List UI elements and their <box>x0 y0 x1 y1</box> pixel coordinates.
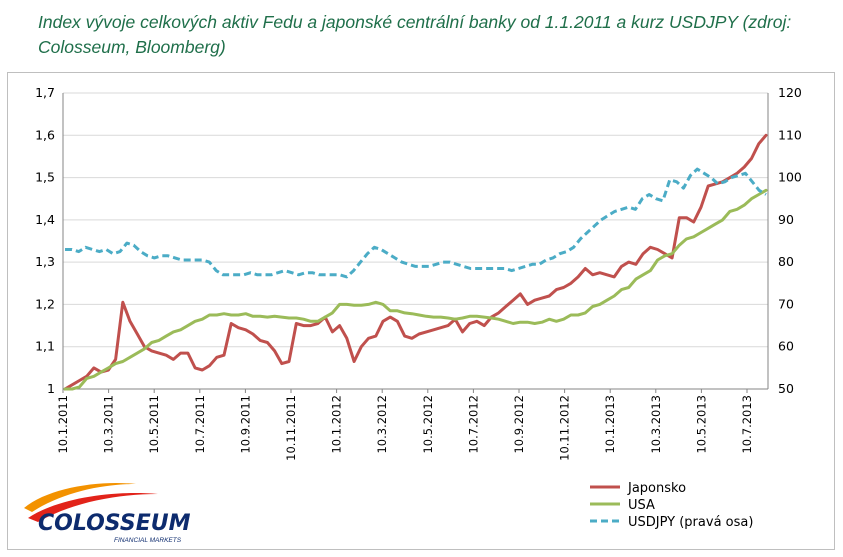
chart-frame: 1 1,1 1,2 1,3 1,4 1,5 1,6 1,7 50 60 70 80 90 100 110 1… <box>7 72 835 550</box>
x-tick-label: 10.11.2012 <box>558 395 572 461</box>
right-axis-ticks: 50 60 70 80 90 100 110 120 <box>778 85 802 396</box>
y-left-tick-label: 1,3 <box>35 254 55 269</box>
gridlines <box>62 92 769 390</box>
x-tick-label: 10.5.2012 <box>421 395 435 454</box>
logo-swoosh-red <box>28 493 158 522</box>
y-right-tick-label: 100 <box>778 170 802 185</box>
legend: Japonsko USA USDJPY (pravá osa) <box>590 481 753 530</box>
y-right-tick-label: 50 <box>778 381 794 396</box>
x-axis: 10.1.2011 10.3.2011 10.5.2011 10.7.2011 10.9… <box>56 389 754 461</box>
x-tick-label: 10.1.2011 <box>56 395 70 454</box>
legend-label: USA <box>628 498 655 513</box>
x-tick-label: 10.9.2012 <box>512 395 526 454</box>
line-chart: 1 1,1 1,2 1,3 1,4 1,5 1,6 1,7 50 60 70 80 90 100 110 1… <box>35 85 802 530</box>
y-right-tick-label: 60 <box>778 339 794 354</box>
colosseum-logo: COLOSSEUM FINANCIAL MARKETS <box>24 483 191 544</box>
y-left-tick-label: 1 <box>47 381 55 396</box>
x-tick-label: 10.3.2012 <box>375 395 389 454</box>
x-tick-label: 10.7.2012 <box>466 395 480 454</box>
x-tick-label: 10.1.2012 <box>330 395 344 454</box>
logo-swoosh-orange <box>24 483 136 512</box>
series-line-japonsko <box>63 133 768 391</box>
y-left-tick-label: 1,2 <box>35 296 55 311</box>
x-tick-label: 10.3.2013 <box>649 395 663 454</box>
x-tick-label: 10.7.2013 <box>740 395 754 454</box>
y-left-tick-label: 1,5 <box>35 170 55 185</box>
x-tick-label: 10.1.2013 <box>603 395 617 454</box>
logo-wordmark: COLOSSEUM <box>38 511 191 536</box>
series-line-usa <box>63 188 768 391</box>
y-left-tick-label: 1,4 <box>35 212 55 227</box>
y-right-tick-label: 110 <box>778 127 802 142</box>
x-tick-label: 10.3.2011 <box>102 395 116 454</box>
series-lines <box>63 133 768 391</box>
y-right-tick-label: 80 <box>778 254 794 269</box>
x-tick-label: 10.7.2011 <box>193 395 207 454</box>
y-left-tick-label: 1,1 <box>35 339 55 354</box>
series-line-usdjpy <box>65 167 767 279</box>
logo-tagline: FINANCIAL MARKETS <box>114 537 182 544</box>
legend-label: USDJPY (pravá osa) <box>628 515 753 530</box>
legend-label: Japonsko <box>627 481 686 496</box>
x-tick-label: 10.11.2011 <box>284 395 298 461</box>
left-axis-ticks: 1 1,1 1,2 1,3 1,4 1,5 1,6 1,7 <box>35 85 55 396</box>
page-title: Index vývoje celkových aktiv Fedu a japo… <box>38 12 792 57</box>
y-right-tick-label: 70 <box>778 296 794 311</box>
x-tick-label: 10.9.2011 <box>238 395 252 454</box>
x-tick-label: 10.5.2011 <box>147 395 161 454</box>
y-right-tick-label: 90 <box>778 212 794 227</box>
y-right-tick-label: 120 <box>778 85 802 100</box>
y-left-tick-label: 1,6 <box>35 127 55 142</box>
y-left-tick-label: 1,7 <box>35 85 55 100</box>
x-tick-label: 10.5.2013 <box>694 395 708 454</box>
